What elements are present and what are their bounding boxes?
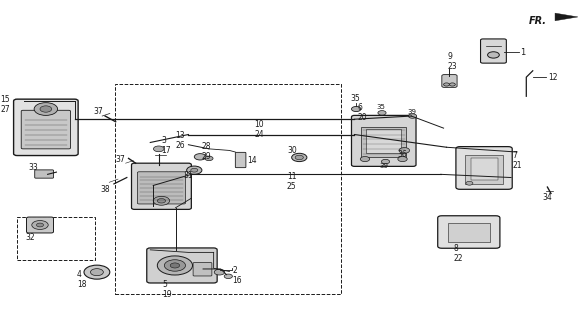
FancyBboxPatch shape <box>442 75 457 87</box>
Circle shape <box>91 269 103 276</box>
Text: 8
22: 8 22 <box>453 244 463 262</box>
Text: 15
27: 15 27 <box>1 95 11 114</box>
Circle shape <box>205 156 213 161</box>
FancyBboxPatch shape <box>26 217 54 233</box>
Text: 6
20: 6 20 <box>358 103 367 122</box>
Bar <box>362 126 406 157</box>
Circle shape <box>158 198 166 203</box>
Circle shape <box>409 114 417 118</box>
Text: 9
23: 9 23 <box>447 52 457 71</box>
Text: 37: 37 <box>93 107 103 116</box>
Circle shape <box>466 181 473 185</box>
FancyBboxPatch shape <box>352 116 416 166</box>
FancyBboxPatch shape <box>35 170 54 178</box>
Circle shape <box>40 106 52 112</box>
Circle shape <box>449 83 455 86</box>
Text: 1: 1 <box>520 48 525 57</box>
Circle shape <box>158 256 192 275</box>
Circle shape <box>224 274 232 278</box>
Circle shape <box>214 269 225 275</box>
Bar <box>465 155 503 184</box>
Text: 38: 38 <box>101 185 110 194</box>
FancyBboxPatch shape <box>437 216 500 248</box>
Polygon shape <box>555 13 578 21</box>
Text: 33: 33 <box>29 163 39 172</box>
Circle shape <box>399 148 410 153</box>
FancyBboxPatch shape <box>456 147 512 189</box>
Circle shape <box>84 265 110 279</box>
Text: 13
26: 13 26 <box>175 131 185 150</box>
Bar <box>17 217 95 260</box>
Bar <box>470 158 497 180</box>
Circle shape <box>443 83 449 86</box>
Text: FR.: FR. <box>529 16 547 26</box>
Text: 14: 14 <box>247 156 257 165</box>
Circle shape <box>170 263 179 268</box>
Circle shape <box>292 153 307 162</box>
FancyBboxPatch shape <box>480 39 506 63</box>
Circle shape <box>153 196 170 205</box>
Circle shape <box>194 154 206 160</box>
FancyBboxPatch shape <box>235 152 246 168</box>
Bar <box>115 84 341 294</box>
Text: 39: 39 <box>379 163 388 169</box>
Text: 12: 12 <box>548 73 557 82</box>
Text: 7
21: 7 21 <box>513 151 522 170</box>
Text: 35: 35 <box>376 104 385 110</box>
Circle shape <box>378 111 386 115</box>
Circle shape <box>186 166 202 174</box>
Circle shape <box>36 223 44 227</box>
FancyBboxPatch shape <box>21 110 71 149</box>
Circle shape <box>34 103 58 116</box>
Circle shape <box>398 156 407 162</box>
Text: 35: 35 <box>350 94 360 103</box>
Circle shape <box>295 155 303 160</box>
FancyBboxPatch shape <box>193 263 212 276</box>
Text: 3
17: 3 17 <box>162 136 171 155</box>
Text: 2
16: 2 16 <box>232 266 242 285</box>
Text: 11
25: 11 25 <box>287 172 296 191</box>
Circle shape <box>382 159 390 164</box>
Circle shape <box>153 146 164 152</box>
Text: 5
19: 5 19 <box>162 279 172 299</box>
Circle shape <box>487 52 499 58</box>
Circle shape <box>191 168 198 172</box>
FancyBboxPatch shape <box>132 163 191 209</box>
Text: 28
29: 28 29 <box>201 141 211 161</box>
Bar <box>366 129 402 153</box>
Bar <box>447 223 490 242</box>
Text: 10
24: 10 24 <box>255 120 265 139</box>
Text: 37: 37 <box>115 155 125 164</box>
Text: 30: 30 <box>287 146 297 155</box>
Circle shape <box>352 107 361 112</box>
FancyBboxPatch shape <box>147 248 217 283</box>
Circle shape <box>165 260 185 271</box>
Circle shape <box>32 220 48 229</box>
Text: 36: 36 <box>398 150 407 159</box>
FancyBboxPatch shape <box>14 99 78 156</box>
Text: 31: 31 <box>183 172 193 180</box>
FancyBboxPatch shape <box>138 172 185 204</box>
Text: 4
18: 4 18 <box>77 270 86 289</box>
Text: 32: 32 <box>25 233 35 242</box>
Text: 39: 39 <box>408 109 417 115</box>
Text: 34: 34 <box>543 193 553 202</box>
Circle shape <box>360 156 370 162</box>
